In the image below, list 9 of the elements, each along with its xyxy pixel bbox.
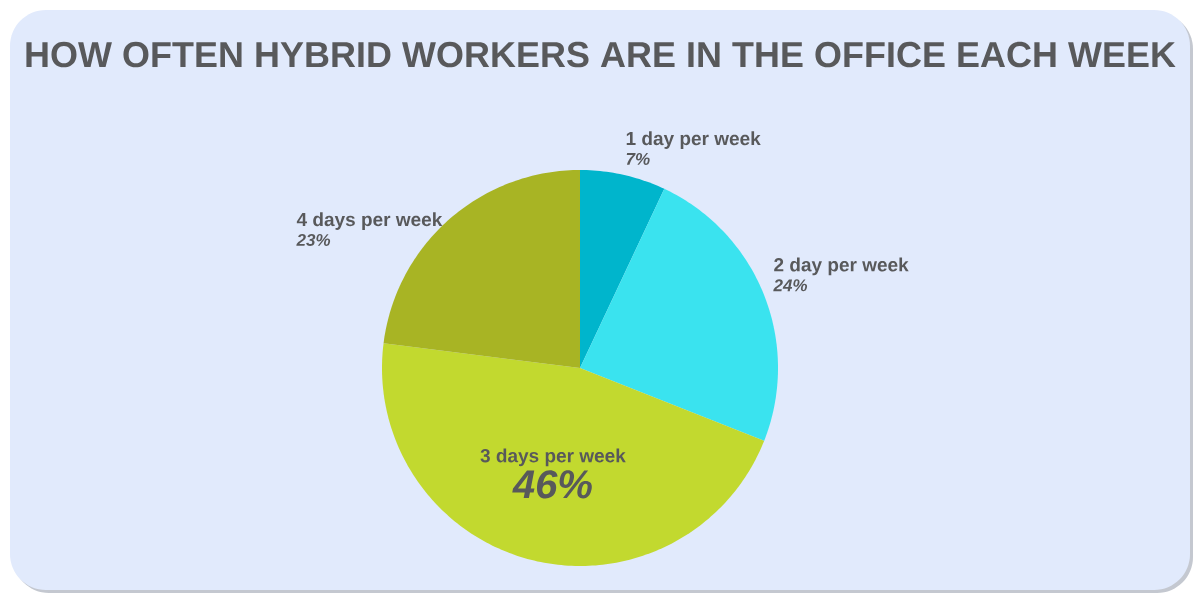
- slice-label: 3 days per week: [480, 448, 626, 467]
- slice-label: 2 day per week: [774, 257, 909, 276]
- chart-title: HOW OFTEN HYBRID WORKERS ARE IN THE OFFICE EACH WEEK: [26, 41, 1176, 68]
- slice-label: 1 day per week: [626, 131, 761, 149]
- slice-label: 4 days per week: [296, 212, 443, 230]
- data-label: 7%: [626, 152, 650, 165]
- data-label: 24%: [773, 279, 808, 292]
- data-label: 23%: [296, 233, 331, 246]
- data-label: 46%: [512, 470, 592, 499]
